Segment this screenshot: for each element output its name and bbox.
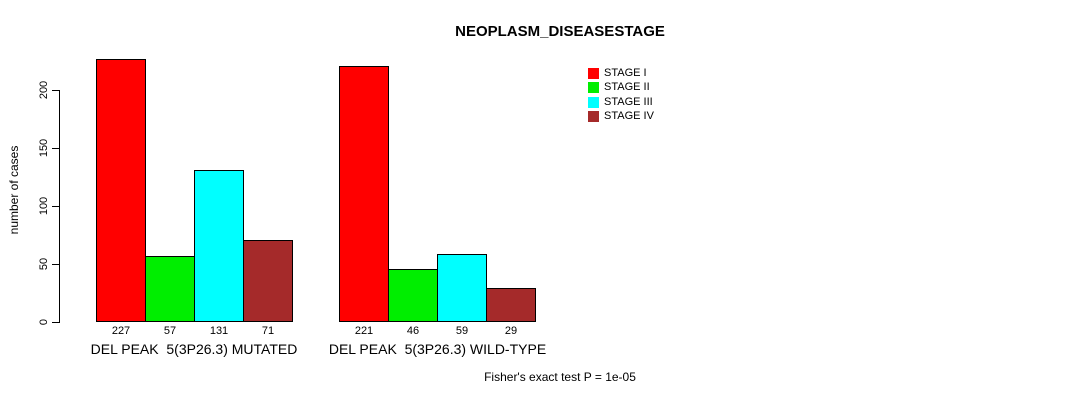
legend-item-label: STAGE I (604, 67, 647, 79)
y-axis-tick (52, 322, 60, 323)
bar-value-label: 71 (261, 325, 275, 337)
bar-stage-2-group-1 (145, 256, 195, 322)
bar-value-label: 46 (406, 325, 420, 337)
bar-value-label: 131 (209, 325, 229, 337)
legend-item-label: STAGE II (604, 81, 650, 93)
statistical-test-footnote: Fisher's exact test P = 1e-05 (484, 370, 636, 384)
bar-stage-3-group-1 (194, 170, 244, 322)
bar-stage-1-group-2 (339, 66, 389, 322)
y-axis-tick-label: 50 (38, 257, 50, 271)
legend-swatch-icon (588, 67, 599, 79)
legend-swatch-icon (588, 81, 599, 93)
bar-stage-3-group-2 (437, 254, 487, 322)
y-axis-tick-label: 100 (38, 196, 50, 216)
group-category-label: DEL PEAK 5(3P26.3) WILD-TYPE (328, 341, 547, 357)
legend-item-label: STAGE III (604, 96, 653, 108)
legend-item: STAGE IV (588, 110, 654, 122)
legend-swatch-icon (588, 110, 599, 122)
y-axis-label: number of cases (7, 145, 21, 235)
y-axis-tick-label: 200 (38, 80, 50, 100)
bar-value-label: 57 (163, 325, 177, 337)
group-category-label: DEL PEAK 5(3P26.3) MUTATED (90, 341, 298, 357)
bar-value-label: 221 (354, 325, 374, 337)
bar-stage-1-group-1 (96, 59, 146, 322)
bar-value-label: 227 (111, 325, 131, 337)
y-axis-tick (52, 206, 60, 207)
y-axis-tick (52, 264, 60, 265)
bar-value-label: 29 (504, 325, 518, 337)
bar-stage-4-group-1 (243, 240, 293, 322)
legend-item: STAGE I (588, 67, 647, 79)
bar-stage-4-group-2 (486, 288, 536, 322)
chart-title: NEOPLASM_DISEASESTAGE (455, 23, 665, 40)
bar-value-label: 59 (455, 325, 469, 337)
legend-item: STAGE II (588, 81, 650, 93)
bar-stage-2-group-2 (388, 269, 438, 322)
legend-item-label: STAGE IV (604, 110, 654, 122)
y-axis-tick (52, 148, 60, 149)
legend-item: STAGE III (588, 96, 653, 108)
legend-swatch-icon (588, 96, 599, 108)
y-axis-tick-label: 0 (38, 318, 50, 326)
y-axis-tick (52, 90, 60, 91)
y-axis-tick-label: 150 (38, 138, 50, 158)
